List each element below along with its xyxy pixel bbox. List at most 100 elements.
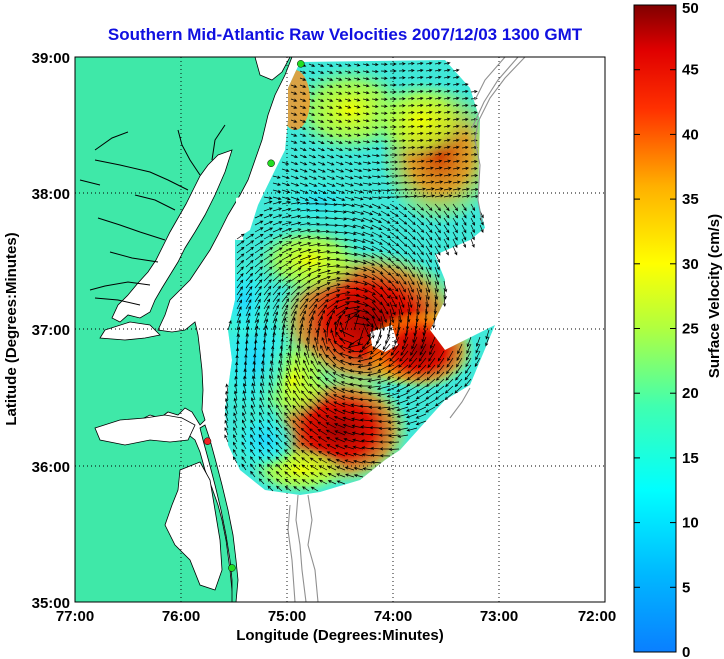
velocity-arrow — [299, 201, 310, 205]
velocity-arrow — [309, 435, 319, 443]
velocity-arrow — [289, 337, 293, 352]
velocity-arrow — [370, 453, 382, 457]
velocity-arrow — [435, 378, 445, 388]
velocity-arrow — [272, 200, 282, 205]
velocity-arrow — [335, 451, 346, 457]
velocity-arrow — [225, 390, 229, 401]
velocity-arrow — [233, 390, 238, 401]
velocity-arrow — [415, 420, 427, 426]
velocity-arrow — [378, 419, 391, 424]
velocity-arrow — [292, 442, 301, 450]
velocity-arrow — [326, 283, 341, 289]
chart-title: Southern Mid-Atlantic Raw Velocities 200… — [108, 25, 583, 44]
velocity-arrow — [242, 382, 247, 394]
velocity-arrow — [284, 389, 292, 401]
velocity-arrow — [316, 384, 328, 394]
velocity-arrow — [377, 364, 391, 372]
velocity-arrow — [224, 405, 229, 415]
velocity-arrow — [362, 294, 376, 303]
velocity-arrow — [335, 154, 344, 159]
velocity-arrow — [362, 91, 370, 95]
velocity-arrow — [335, 119, 343, 123]
velocity-arrow — [369, 432, 382, 437]
velocity-arrow — [232, 456, 238, 464]
velocity-arrow — [362, 203, 373, 209]
velocity-arrow — [321, 336, 328, 352]
velocity-arrow — [335, 175, 345, 180]
velocity-arrow — [435, 371, 445, 381]
velocity-arrow — [344, 84, 352, 88]
velocity-arrow — [327, 473, 337, 478]
velocity-arrow — [308, 182, 318, 187]
velocity-arrow — [380, 153, 389, 157]
velocity-arrow — [332, 386, 346, 394]
velocity-arrow — [263, 259, 273, 268]
velocity-arrow — [263, 305, 270, 317]
velocity-arrow — [317, 189, 327, 194]
velocity-arrow — [284, 471, 292, 478]
velocity-arrow — [317, 77, 325, 81]
velocity-arrow — [402, 336, 409, 350]
velocity-arrow — [260, 374, 265, 387]
radar-stations — [203, 60, 305, 572]
velocity-arrow — [454, 385, 463, 394]
velocity-arrow — [425, 280, 431, 293]
velocity-arrow — [380, 294, 390, 307]
velocity-arrow — [361, 453, 373, 457]
velocity-arrow — [335, 161, 344, 166]
velocity-arrow — [245, 292, 252, 303]
velocity-arrow — [326, 98, 334, 102]
velocity-arrow — [470, 217, 475, 226]
velocity-arrow — [267, 485, 274, 492]
velocity-arrow — [403, 329, 409, 344]
velocity-arrow — [290, 304, 298, 317]
velocity-arrow — [292, 449, 301, 457]
velocity-arrow — [290, 84, 298, 88]
velocity-arrow — [241, 434, 247, 443]
velocity-arrow — [254, 246, 264, 254]
velocity-arrow — [233, 412, 238, 422]
grid-lines — [75, 57, 605, 602]
velocity-arrow — [260, 367, 265, 380]
velocity-arrow — [344, 70, 352, 74]
velocity-arrow — [308, 63, 316, 67]
velocity-arrow — [300, 390, 310, 401]
velocity-arrow — [443, 117, 451, 121]
velocity-arrow — [443, 180, 453, 184]
velocity-arrow — [398, 224, 408, 233]
velocity-arrow — [380, 146, 389, 150]
velocity-arrow — [267, 441, 274, 450]
velocity-arrow — [425, 210, 433, 219]
velocity-arrow — [254, 312, 260, 324]
velocity-arrow — [398, 301, 404, 316]
velocity-arrow — [245, 266, 254, 275]
velocity-arrow — [371, 280, 384, 290]
velocity-arrow — [434, 259, 440, 271]
velocity-arrow — [425, 159, 434, 163]
velocity-arrow — [316, 391, 328, 401]
velocity-arrow — [357, 377, 373, 382]
velocity-arrow — [275, 441, 283, 450]
velocity-arrow — [272, 247, 283, 254]
velocity-arrow — [335, 77, 343, 81]
velocity-arrow — [339, 345, 355, 352]
velocity-arrow — [245, 285, 253, 296]
velocity-arrow — [443, 217, 450, 226]
velocity-arrow — [411, 336, 418, 350]
velocity-arrow — [344, 314, 351, 331]
velocity-arrow — [236, 286, 243, 296]
velocity-arrow — [309, 375, 319, 387]
velocity-arrow — [324, 385, 337, 394]
velocity-arrow — [371, 132, 379, 137]
velocity-arrow — [362, 231, 375, 237]
velocity-arrow — [350, 417, 364, 422]
velocity-arrow — [326, 451, 337, 457]
velocity-arrow — [344, 168, 354, 173]
velocity-arrow — [308, 196, 319, 201]
velocity-arrow — [275, 463, 283, 471]
velocity-arrow — [263, 234, 274, 240]
velocity-arrow — [362, 147, 371, 151]
velocity-arrow — [317, 421, 328, 429]
velocity-arrow — [434, 217, 441, 226]
velocity-arrow — [267, 463, 274, 471]
